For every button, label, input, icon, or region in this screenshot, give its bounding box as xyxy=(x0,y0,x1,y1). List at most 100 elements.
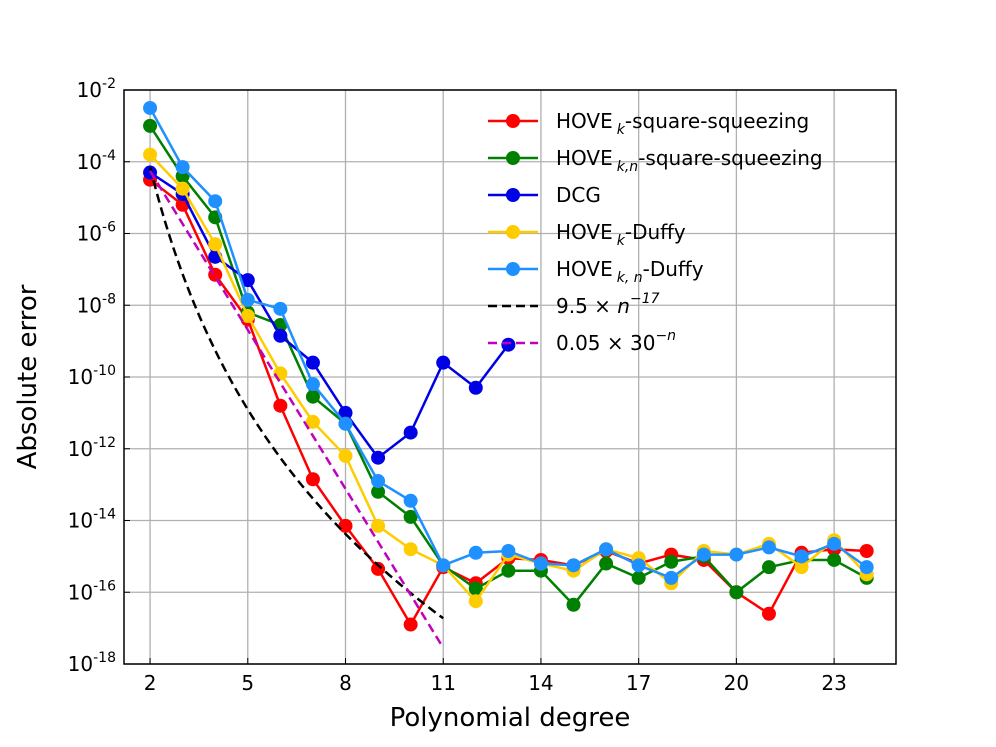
legend-label: HOVE k, n-Duffy xyxy=(556,257,704,286)
x-tick-label: 8 xyxy=(339,671,352,695)
y-axis-title: Absolute error xyxy=(13,284,43,469)
y-tick-label: 10-6 xyxy=(77,220,117,246)
data-point xyxy=(371,450,386,465)
reference-line xyxy=(148,166,444,620)
data-point xyxy=(371,518,386,533)
data-point xyxy=(664,570,679,585)
legend-label: HOVE k-Duffy xyxy=(556,220,686,249)
data-point xyxy=(827,552,842,567)
legend-item: 0.05 × 30−n xyxy=(488,328,676,355)
x-tick-label: 14 xyxy=(528,671,553,695)
data-point xyxy=(436,355,451,370)
legend-label: HOVE k-square-squeezing xyxy=(556,109,809,138)
legend-item: HOVE k,n-square-squeezing xyxy=(488,146,823,175)
data-point xyxy=(403,493,418,508)
y-tick-label: 10-8 xyxy=(77,291,116,317)
data-point xyxy=(208,194,223,209)
x-tick-label: 5 xyxy=(241,671,254,695)
data-point xyxy=(273,398,288,413)
data-point xyxy=(859,560,874,575)
data-point xyxy=(468,581,483,596)
data-point xyxy=(729,585,744,600)
legend-marker xyxy=(506,151,520,165)
data-point xyxy=(371,484,386,499)
data-point xyxy=(240,309,255,324)
data-point xyxy=(305,472,320,487)
data-point xyxy=(827,536,842,551)
legend-label: DCG xyxy=(556,183,601,207)
x-tick-label: 23 xyxy=(821,671,846,695)
data-point xyxy=(631,558,646,573)
data-point xyxy=(273,328,288,343)
data-point xyxy=(403,425,418,440)
data-point xyxy=(403,617,418,632)
x-axis-title: Polynomial degree xyxy=(390,703,631,733)
data-point xyxy=(566,597,581,612)
data-point xyxy=(240,292,255,307)
data-point xyxy=(761,560,776,575)
data-point xyxy=(468,380,483,395)
legend-item: HOVE k-Duffy xyxy=(488,220,686,249)
data-point xyxy=(859,543,874,558)
data-point xyxy=(338,448,353,463)
legend-item: HOVE k-square-squeezing xyxy=(488,109,809,138)
y-tick-label: 10-2 xyxy=(77,76,116,102)
data-point xyxy=(794,549,809,564)
y-tick-label: 10-18 xyxy=(68,650,116,676)
data-point xyxy=(403,509,418,524)
data-point xyxy=(599,542,614,557)
data-point xyxy=(175,160,190,175)
data-point xyxy=(664,554,679,569)
data-point xyxy=(468,545,483,560)
y-tick-label: 10-12 xyxy=(68,435,116,461)
legend-marker xyxy=(506,225,520,239)
data-point xyxy=(371,561,386,576)
data-point xyxy=(403,542,418,557)
series-layer xyxy=(143,100,874,649)
data-point xyxy=(143,118,158,133)
series-9-5-n-17 xyxy=(148,166,444,620)
x-tick-label: 11 xyxy=(430,671,455,695)
data-point xyxy=(305,377,320,392)
legend-label: HOVE k,n-square-squeezing xyxy=(556,146,823,175)
data-point xyxy=(566,558,581,573)
legend-marker xyxy=(506,262,520,276)
data-point xyxy=(143,147,158,162)
x-tick-label: 17 xyxy=(626,671,651,695)
data-point xyxy=(208,237,223,252)
x-tick-label: 20 xyxy=(724,671,749,695)
data-point xyxy=(794,560,809,575)
data-point xyxy=(599,556,614,571)
data-point xyxy=(761,540,776,555)
legend-item: DCG xyxy=(488,183,601,207)
y-tick-label: 10-16 xyxy=(68,578,116,604)
data-point xyxy=(501,337,516,352)
data-point xyxy=(338,518,353,533)
legend-marker xyxy=(506,114,520,128)
legend-label: 0.05 × 30−n xyxy=(556,328,676,355)
data-point xyxy=(761,606,776,621)
y-tick-label: 10-10 xyxy=(68,363,116,389)
x-tick-label: 2 xyxy=(144,671,157,695)
y-tick-label: 10-14 xyxy=(68,507,116,533)
y-tick-label: 10-4 xyxy=(77,148,117,174)
legend-label: 9.5 × n−17 xyxy=(556,291,660,318)
data-point xyxy=(175,181,190,196)
data-point xyxy=(305,355,320,370)
data-point xyxy=(338,405,353,420)
data-point xyxy=(631,570,646,585)
data-point xyxy=(436,558,451,573)
legend-marker xyxy=(506,188,520,202)
data-point xyxy=(305,389,320,404)
data-point xyxy=(305,414,320,429)
data-point xyxy=(240,273,255,288)
data-point xyxy=(501,543,516,558)
data-point xyxy=(533,556,548,571)
legend-item: 9.5 × n−17 xyxy=(488,291,660,318)
data-point xyxy=(143,100,158,115)
data-point xyxy=(338,416,353,431)
series-hove-k-n-duffy xyxy=(143,100,874,585)
legend: HOVE k-square-squeezing HOVE k,n-square-squ… xyxy=(488,109,823,355)
